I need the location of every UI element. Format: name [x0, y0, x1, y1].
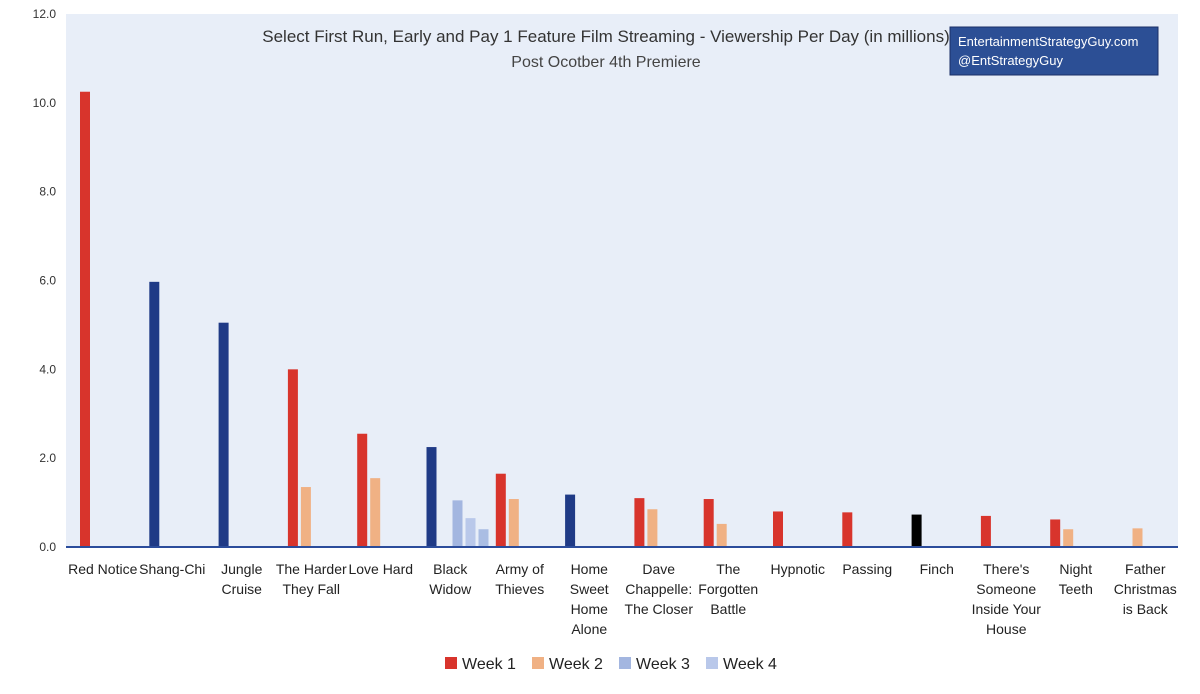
- bars: [80, 91, 1143, 548]
- bar-highlight: [565, 494, 576, 547]
- x-tick-label: Alone: [571, 621, 607, 637]
- y-tick-label: 10.0: [33, 96, 57, 110]
- bar-week-1: [357, 433, 368, 547]
- watermark-line-1: EntertainmentStrategyGuy.com: [958, 34, 1138, 49]
- y-tick-label: 4.0: [39, 362, 56, 376]
- bar-highlight: [149, 281, 160, 547]
- legend: Week 1 Week 2 Week 3 Week 4: [445, 656, 777, 673]
- watermark-line-2: @EntStrategyGuy: [958, 53, 1063, 68]
- bar-highlight: [218, 322, 229, 547]
- x-tick-label: The Closer: [625, 601, 694, 617]
- y-tick-label: 0.0: [39, 540, 56, 554]
- x-tick-label: Passing: [842, 561, 892, 577]
- x-tick-label: House: [986, 621, 1027, 637]
- bar-week-1: [773, 511, 783, 547]
- bar-week-2: [1132, 528, 1143, 547]
- watermark-box: EntertainmentStrategyGuy.com @EntStrateg…: [949, 26, 1159, 76]
- bar-highlight: [911, 514, 922, 547]
- x-tick-label: Father: [1125, 561, 1166, 577]
- y-tick-label: 6.0: [39, 274, 56, 288]
- x-tick-label: Love Hard: [348, 561, 413, 577]
- legend-swatch: [619, 657, 631, 669]
- x-tick-label: Cruise: [222, 581, 263, 597]
- bar-week-3: [452, 500, 463, 547]
- bar-week-2: [508, 499, 519, 547]
- x-tick-label: The Harder: [276, 561, 347, 577]
- x-tick-label: Shang-Chi: [139, 561, 205, 577]
- x-tick-label: Battle: [710, 601, 746, 617]
- x-tick-label: Inside Your: [972, 601, 1042, 617]
- x-axis-labels: Red Notice Shang-Chi Jungle Cruise The Harde…: [68, 561, 1177, 637]
- x-tick-label: Christmas: [1114, 581, 1177, 597]
- bar-week-2: [1063, 529, 1074, 547]
- y-tick-label: 2.0: [39, 451, 56, 465]
- legend-label: Week 3: [636, 656, 690, 673]
- bar-highlight: [426, 447, 437, 547]
- x-tick-label: Forgotten: [698, 581, 758, 597]
- x-tick-label: Jungle: [221, 561, 262, 577]
- legend-label: Week 2: [549, 656, 603, 673]
- x-tick-label: Finch: [920, 561, 954, 577]
- x-tick-label: is Back: [1123, 601, 1169, 617]
- y-tick-label: 8.0: [39, 185, 56, 199]
- legend-swatch: [445, 657, 457, 669]
- x-tick-label: Black: [433, 561, 468, 577]
- bar-week-1: [287, 369, 298, 547]
- bar-week-2: [647, 509, 658, 547]
- chart-subtitle: Post Ocotber 4th Premiere: [511, 54, 701, 71]
- bar-week-1: [634, 498, 645, 547]
- x-tick-label: Dave: [642, 561, 675, 577]
- bar-week-1: [703, 499, 714, 547]
- x-tick-label: Sweet: [570, 581, 609, 597]
- x-tick-label: They Fall: [282, 581, 340, 597]
- bar-week-2: [300, 487, 311, 547]
- x-tick-label: Widow: [429, 581, 472, 597]
- bar-week-2: [716, 523, 727, 547]
- y-axis: 0.0 2.0 4.0 6.0 8.0 10.0 12.0: [33, 7, 57, 554]
- x-tick-label: Red Notice: [68, 561, 137, 577]
- legend-label: Week 1: [462, 656, 516, 673]
- y-tick-label: 12.0: [33, 7, 57, 21]
- x-tick-label: Chappelle:: [625, 581, 692, 597]
- chart-title: Select First Run, Early and Pay 1 Featur…: [262, 27, 949, 46]
- legend-swatch: [532, 657, 544, 669]
- legend-swatch: [706, 657, 718, 669]
- bar-week-1: [842, 512, 853, 547]
- x-tick-label: Someone: [976, 581, 1036, 597]
- bar-week-1: [1050, 519, 1061, 547]
- bar-highlight: [478, 529, 489, 547]
- x-tick-label: The: [716, 561, 740, 577]
- bar-week-4: [465, 518, 476, 547]
- x-tick-label: There's: [983, 561, 1029, 577]
- legend-label: Week 4: [723, 656, 777, 673]
- x-tick-label: Home: [571, 601, 609, 617]
- x-tick-label: Night: [1059, 561, 1092, 577]
- bar-week-1: [80, 91, 90, 548]
- x-tick-label: Hypnotic: [771, 561, 825, 577]
- bar-week-1: [980, 515, 991, 547]
- bar-week-2: [370, 478, 381, 547]
- x-tick-label: Home: [571, 561, 609, 577]
- bar-week-1: [495, 473, 506, 547]
- x-tick-label: Thieves: [495, 581, 544, 597]
- x-tick-label: Army of: [496, 561, 544, 577]
- plot-background: [66, 14, 1178, 547]
- x-tick-label: Teeth: [1059, 581, 1093, 597]
